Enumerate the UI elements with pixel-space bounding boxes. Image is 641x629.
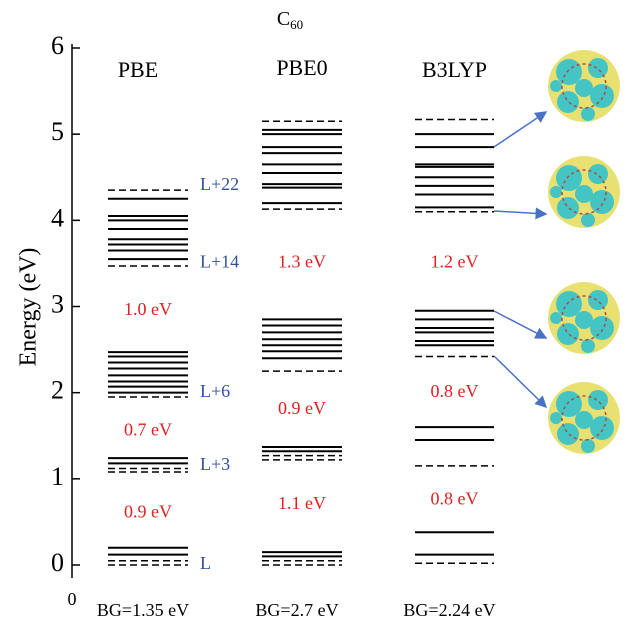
y-tick-label: 1 [51,462,64,491]
chart: C60 Energy (eV) 0 1 2 3 4 5 6 0 PBE BG=1.35 eV 0.9… [0,0,641,629]
gap-label: 0.8 eV [431,489,479,509]
bandgap-label: BG=2.7 eV [255,600,338,620]
y-tick-label: 6 [51,31,64,60]
gap-label: 1.2 eV [431,252,479,272]
chart-title: C60 [277,8,303,32]
gap-label: 1.1 eV [278,493,326,513]
gap-label: 0.8 eV [431,381,479,401]
y-tick-label: 4 [51,203,64,232]
series-name: PBE0 [276,55,327,80]
orbital-label: L+6 [200,381,230,401]
y-tick-label: 2 [51,376,64,405]
series-name: PBE [118,57,158,82]
orbital-label: L+14 [200,252,239,272]
series-name: B3LYP [422,57,487,82]
orbital-label: L+3 [200,454,230,474]
gap-label: 0.9 eV [124,501,172,521]
y-axis-label: Energy (eV) [16,248,42,367]
bandgap-label: BG=2.24 eV [403,600,495,620]
orbital-label: L [200,553,211,573]
gap-label: 0.7 eV [124,420,172,440]
gap-label: 1.3 eV [278,252,326,272]
gap-label: 0.9 eV [278,398,326,418]
y-tick-label: 3 [51,289,64,318]
arrow [494,112,546,407]
molecule-image [548,50,620,454]
y-tick-label: 5 [51,117,64,146]
orbital-label: L+22 [200,174,239,194]
bandgap-label: BG=1.35 eV [97,600,189,620]
gap-label: 1.0 eV [124,299,172,319]
x-tick-label: 0 [68,589,77,609]
y-tick-label: 0 [51,548,64,577]
